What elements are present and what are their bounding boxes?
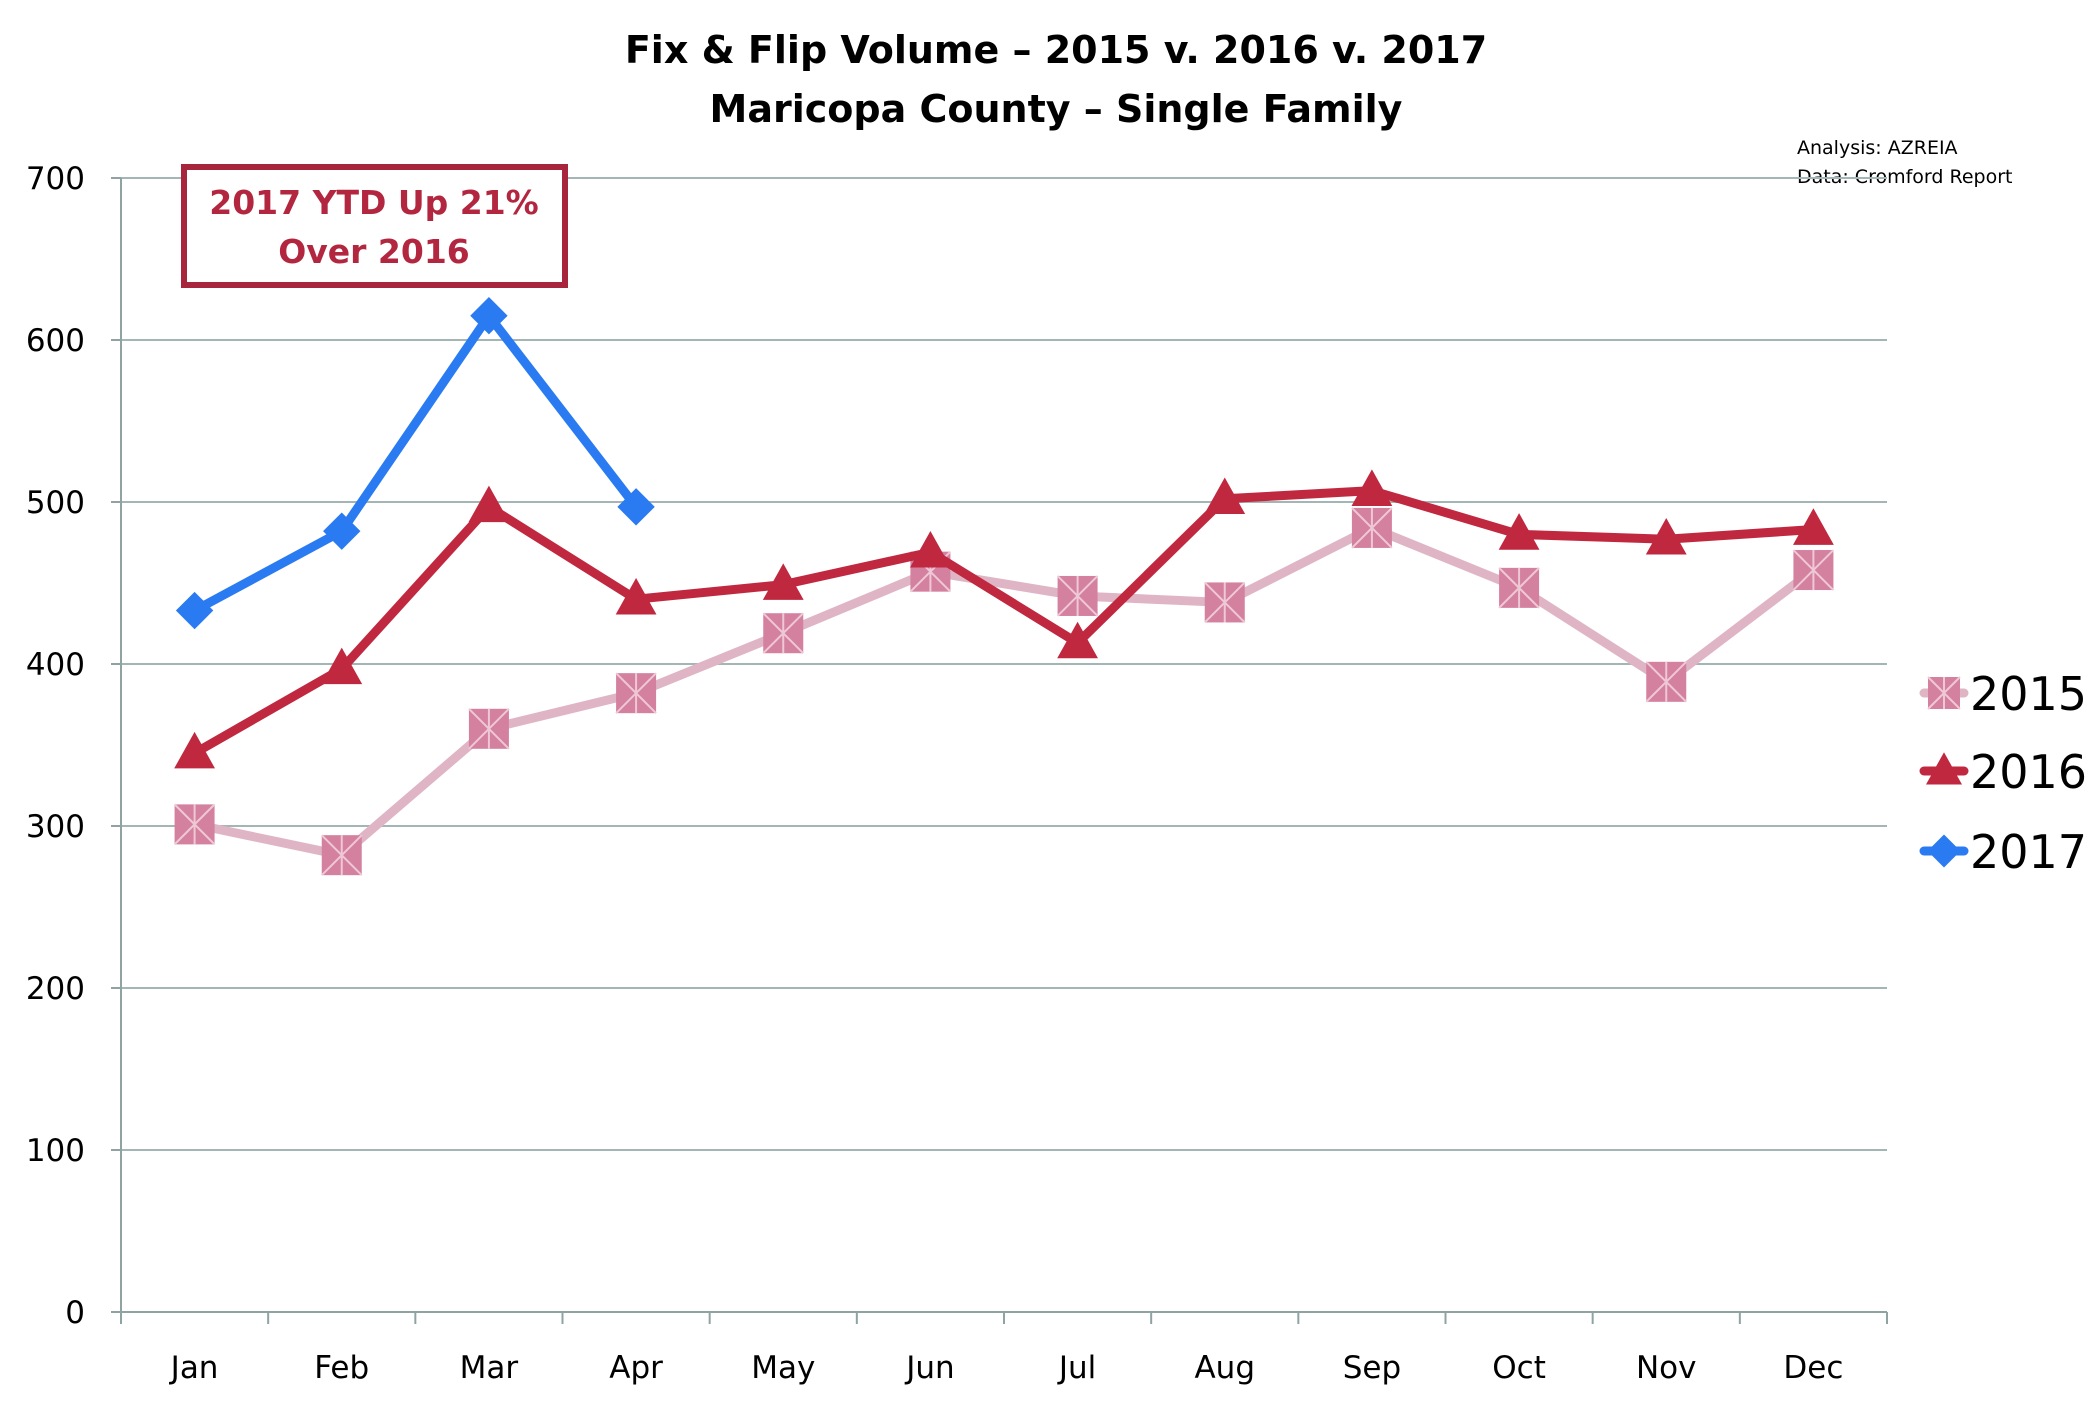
square-marker-cross: [468, 708, 510, 750]
legend-item-2015: 2015: [1919, 667, 2087, 721]
annotation-border: [181, 164, 568, 288]
diamond-marker: [175, 591, 214, 630]
square-marker: [1927, 676, 1961, 710]
square-marker-cross: [615, 672, 657, 714]
triangle-marker: [1645, 518, 1687, 555]
x-tick-label: Apr: [609, 1350, 663, 1386]
square-marker: [321, 834, 363, 876]
triangle-marker: [762, 563, 804, 600]
diamond-marker: [1927, 834, 1961, 868]
x-tick-label: Feb: [314, 1350, 369, 1386]
square-marker: [1792, 549, 1835, 591]
square-marker: [1645, 661, 1687, 703]
diamond-marker: [323, 512, 361, 550]
y-tick-label: 600: [26, 323, 85, 359]
triangle-marker: [1793, 508, 1834, 545]
series-line-2016: [190, 486, 1818, 758]
square-marker-cross: [1498, 567, 1540, 609]
x-tick-label: Sep: [1343, 1350, 1401, 1386]
legend: 2015 2016 2017: [1919, 667, 2087, 879]
square-marker: [1351, 507, 1393, 549]
triangle-marker: [1498, 513, 1540, 550]
series-group: [173, 297, 1835, 876]
source-analysis: Analysis: AZREIA: [1797, 137, 1958, 159]
y-tick-label: 500: [26, 485, 85, 521]
square-marker: [1204, 581, 1246, 624]
triangle-marker: [1057, 621, 1098, 659]
series-2017: [175, 297, 655, 630]
y-tick-label: 100: [26, 1133, 85, 1169]
legend-item-2017: 2017: [1919, 825, 2087, 879]
square-marker-cross: [1645, 661, 1687, 703]
series-line-2017: [190, 311, 641, 616]
y-tick-label: 400: [26, 647, 85, 683]
triangle-marker: [174, 731, 215, 769]
square-marker: [468, 708, 510, 750]
legend-label: 2017: [1970, 825, 2087, 879]
x-tick-label: Nov: [1636, 1350, 1697, 1386]
y-tick-label: 300: [26, 809, 85, 845]
triangle-marker: [321, 647, 363, 685]
annotation-line-2: Over 2016: [278, 232, 470, 271]
series-line-2015: [190, 523, 1818, 860]
annotation-line-1: 2017 YTD Up 21%: [209, 183, 539, 222]
square-marker-cross: [321, 834, 363, 876]
x-tick-label: Jul: [1057, 1350, 1096, 1386]
triangle-marker: [468, 485, 510, 523]
square-marker-cross: [762, 612, 804, 654]
chart-title: Fix & Flip Volume – 2015 v. 2016 v. 2017: [625, 28, 1487, 72]
square-marker: [762, 612, 804, 654]
diamond-marker: [470, 297, 508, 335]
legend-label: 2016: [1970, 745, 2087, 799]
triangle-marker: [1204, 477, 1246, 515]
x-tick-label: Aug: [1194, 1350, 1255, 1386]
y-tick-label: 0: [65, 1295, 85, 1331]
x-tick-label: May: [751, 1350, 815, 1386]
x-tick-label: Jun: [904, 1350, 954, 1386]
square-marker: [615, 672, 657, 714]
square-marker: [173, 803, 216, 846]
series-2015: [173, 507, 1835, 876]
square-marker-cross: [1792, 549, 1835, 591]
triangle-marker: [1926, 752, 1962, 785]
legend-label: 2015: [1970, 667, 2087, 721]
square-marker-cross: [1204, 581, 1246, 624]
diamond-marker: [617, 488, 655, 526]
square-marker: [1498, 567, 1540, 609]
x-tick-label: Dec: [1783, 1350, 1843, 1386]
square-marker-cross: [1056, 575, 1099, 617]
x-tick-label: Jan: [169, 1350, 219, 1386]
y-tick-label: 200: [26, 971, 85, 1007]
x-tick-label: Oct: [1492, 1350, 1546, 1386]
triangle-marker: [910, 530, 951, 568]
source-data: Data: Cromford Report: [1797, 166, 2012, 188]
square-marker: [1056, 575, 1099, 617]
triangle-marker: [1351, 469, 1393, 506]
square-marker-cross: [173, 803, 216, 846]
square-marker-cross: [1351, 507, 1393, 549]
chart-subtitle: Maricopa County – Single Family: [710, 87, 1403, 131]
legend-item-2016: 2016: [1919, 745, 2087, 799]
gridlines: [121, 177, 1887, 1151]
square-marker-cross: [1927, 676, 1961, 710]
y-tick-label: 700: [26, 161, 85, 197]
series-2016: [174, 469, 1834, 769]
x-tick-label: Mar: [460, 1350, 519, 1386]
annotation-box: 2017 YTD Up 21% Over 2016: [181, 164, 568, 288]
axes: 0 100 200 300 400 500 600 700 Jan Feb Mar Apr May Jun…: [26, 161, 1888, 1386]
triangle-marker: [615, 577, 657, 615]
